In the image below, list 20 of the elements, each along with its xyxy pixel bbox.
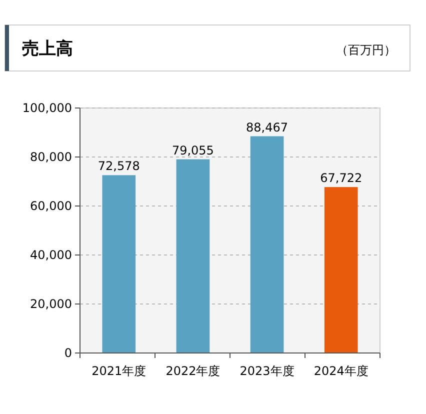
bar [102,175,136,353]
chart-title: 売上高 [22,39,73,59]
data-label: 79,055 [172,143,214,158]
y-tick-label: 60,000 [30,199,72,213]
bar [324,187,358,353]
data-label: 72,578 [98,159,140,174]
x-tick-label: 2022年度 [166,364,220,378]
chart-subtitle: （百万円） [336,43,396,57]
y-tick-label: 0 [64,346,72,360]
x-tick-label: 2024年度 [314,364,368,378]
data-label: 88,467 [246,120,288,134]
bar [176,159,210,353]
x-tick-label: 2021年度 [92,364,146,378]
y-tick-label: 40,000 [30,248,72,262]
y-tick-label: 80,000 [30,150,72,164]
bar [250,136,284,353]
x-tick-label: 2023年度 [240,364,294,378]
data-label: 67,722 [320,171,362,186]
y-tick-label: 20,000 [30,297,72,311]
y-tick-label: 100,000 [22,101,72,115]
